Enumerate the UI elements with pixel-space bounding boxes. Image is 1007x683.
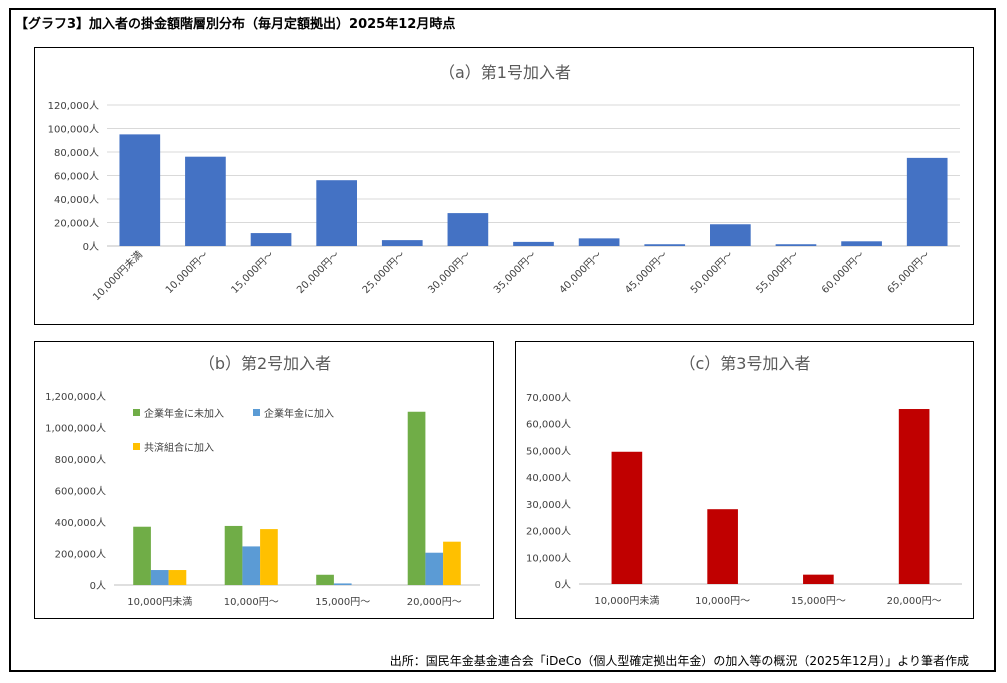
y-tick-label: 40,000人 [54, 194, 99, 206]
x-tick-label: 60,000円～ [820, 249, 867, 296]
x-tick-label: 20,000円～ [295, 249, 342, 296]
bar [513, 241, 554, 246]
figure-title: 【グラフ3】加入者の掛金額階層別分布（毎月定額拠出）2025年12月時点 [15, 17, 456, 32]
x-tick-label: 40,000円～ [558, 249, 605, 296]
bar [168, 570, 187, 585]
bar [133, 526, 151, 585]
x-tick-label: 15,000円～ [315, 597, 370, 608]
bar [150, 570, 169, 585]
y-tick-label: 20,000人 [526, 526, 571, 538]
x-tick-label: 10,000円未満 [127, 596, 192, 608]
legend-label: 企業年金に加入 [264, 407, 334, 420]
bar [841, 241, 882, 246]
bar [407, 411, 426, 585]
y-tick-label: 120,000人 [48, 100, 99, 112]
bar [578, 238, 620, 246]
bar [443, 541, 461, 585]
x-tick-label: 15,000円～ [791, 596, 846, 607]
bar [224, 525, 243, 585]
x-tick-label: 15,000円～ [229, 249, 276, 296]
y-tick-label: 1,200,000人 [45, 391, 106, 403]
chart-b-svg: （b）第2号加入者 0人 200,000人 400,000人 600,000人 800,0… [45, 354, 480, 608]
x-tick-label: 10,000円未満 [594, 595, 659, 607]
y-tick-label: 200,000人 [55, 549, 106, 561]
x-tick-label: 10,000円～ [224, 597, 279, 608]
bar [803, 574, 834, 584]
y-tick-label: 1,000,000人 [45, 423, 106, 435]
y-tick-label: 60,000人 [54, 171, 99, 183]
chart-a-svg: （a）第1号加入者 0人 20,000人 40,000人 60,000人 80,000人 1… [48, 63, 960, 303]
bar [644, 244, 686, 246]
y-tick-label: 0人 [83, 241, 99, 253]
y-tick-label: 40,000人 [526, 472, 571, 484]
x-tick-label: 10,000円～ [695, 596, 750, 607]
x-tick-label: 20,000円～ [887, 596, 942, 607]
bar [447, 213, 489, 246]
bar [898, 409, 930, 584]
bar [260, 529, 278, 585]
y-tick-label: 60,000人 [526, 419, 571, 431]
bar [381, 240, 423, 246]
y-tick-label: 80,000人 [54, 147, 99, 159]
legend-swatch [133, 443, 140, 450]
chart-title: （a）第1号加入者 [439, 63, 571, 82]
y-tick-label: 800,000人 [55, 454, 106, 466]
chart-c-svg: （c）第3号加入者 0人 10,000人 20,000人 30,000人 40,000人 5… [526, 354, 962, 607]
bar [425, 552, 444, 585]
x-tick-label: 65,000円～ [886, 249, 933, 296]
x-tick-label: 10,000円～ [164, 249, 211, 296]
x-tick-label: 20,000円～ [407, 597, 462, 608]
y-tick-label: 0人 [90, 580, 106, 592]
legend-swatch [253, 409, 260, 416]
bar [185, 156, 226, 246]
y-tick-label: 50,000人 [526, 445, 571, 457]
bar [250, 233, 292, 246]
bar [242, 546, 261, 585]
bar [316, 180, 357, 246]
source-note: 出所：国民年金基金連合会「iDeCo（個人型確定拠出年金）の加入等の概況（202… [389, 654, 969, 668]
bar [906, 157, 948, 246]
chart-title: （b）第2号加入者 [199, 354, 331, 373]
y-tick-label: 100,000人 [48, 124, 99, 136]
chart-title: （c）第3号加入者 [680, 354, 811, 373]
y-tick-label: 600,000人 [55, 486, 106, 498]
x-tick-label: 55,000円～ [754, 249, 801, 296]
bar [316, 574, 334, 585]
x-tick-label: 25,000円～ [361, 249, 408, 296]
legend-swatch [133, 409, 140, 416]
y-tick-label: 400,000人 [55, 517, 106, 529]
chart-panel-a: （a）第1号加入者 0人 20,000人 40,000人 60,000人 80,000人 1… [34, 47, 974, 325]
legend-label: 共済組合に加入 [144, 441, 214, 454]
legend-label: 企業年金に未加入 [144, 407, 224, 420]
bar [333, 583, 352, 585]
bar [611, 451, 643, 584]
bar [775, 244, 817, 246]
bar [707, 509, 738, 584]
x-tick-label: 10,000円未満 [90, 249, 144, 303]
x-tick-label: 35,000円～ [492, 249, 539, 296]
y-tick-label: 0人 [555, 579, 571, 591]
x-tick-label: 50,000円～ [689, 249, 736, 296]
x-tick-label: 45,000円～ [623, 249, 670, 296]
chart-panel-c: （c）第3号加入者 0人 10,000人 20,000人 30,000人 40,000人 5… [515, 341, 974, 619]
y-tick-label: 30,000人 [526, 499, 571, 511]
bar [119, 134, 161, 246]
x-tick-label: 30,000円～ [426, 249, 473, 296]
bar [710, 224, 751, 246]
y-tick-label: 70,000人 [526, 392, 571, 404]
y-tick-label: 20,000人 [54, 218, 99, 230]
chart-panel-b: （b）第2号加入者 0人 200,000人 400,000人 600,000人 800,0… [34, 341, 494, 619]
y-tick-label: 10,000人 [526, 552, 571, 564]
